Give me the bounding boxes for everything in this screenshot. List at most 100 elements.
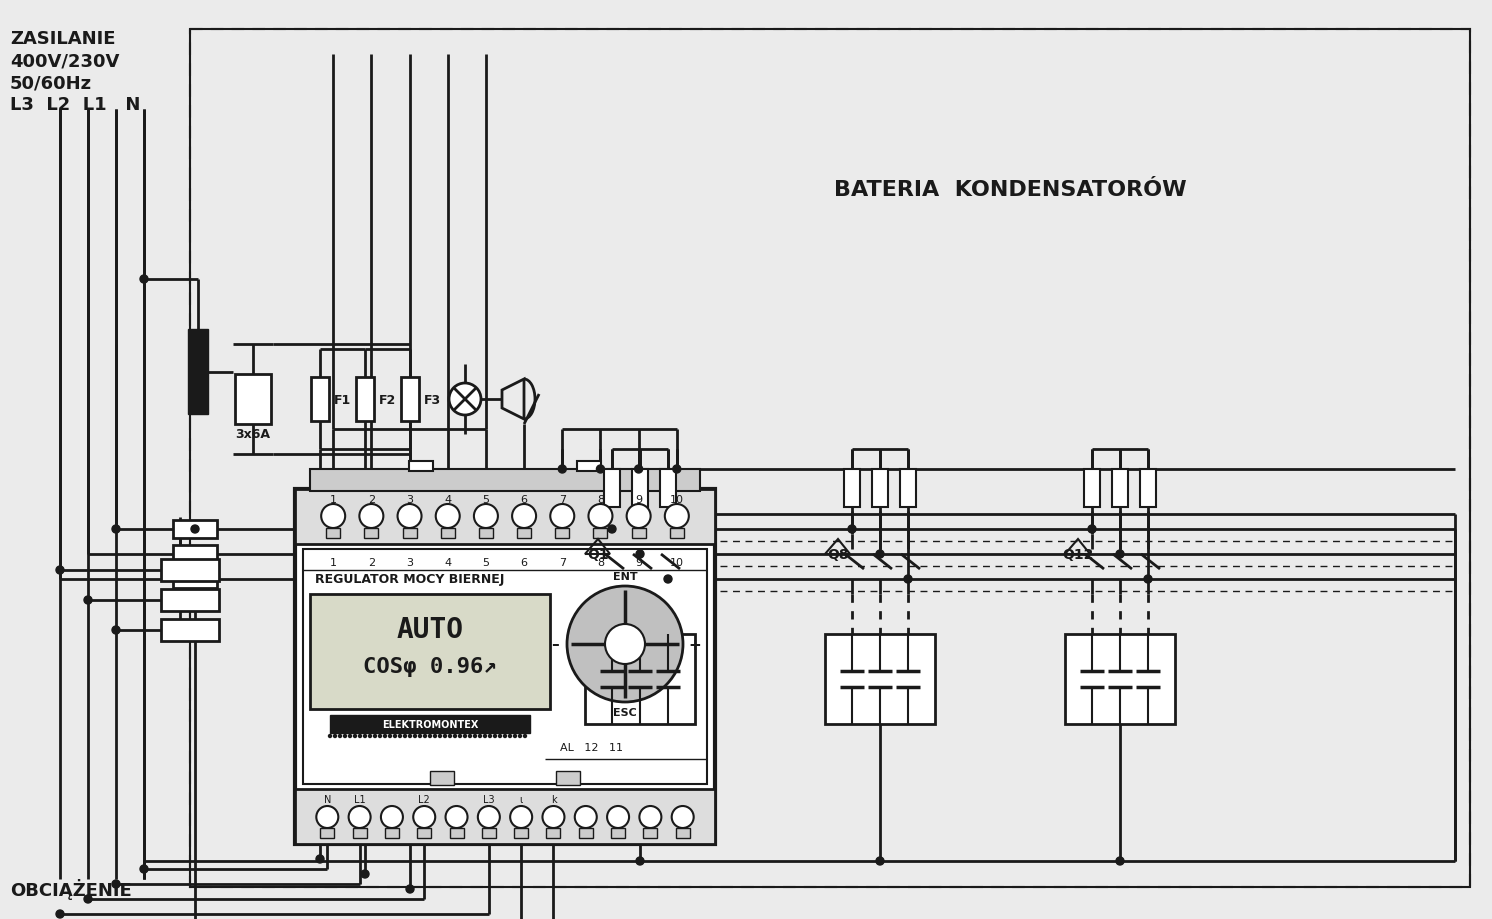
Circle shape xyxy=(439,734,442,738)
Circle shape xyxy=(409,734,412,738)
Circle shape xyxy=(406,885,413,893)
Circle shape xyxy=(364,734,367,738)
Circle shape xyxy=(379,734,382,738)
Text: 6: 6 xyxy=(521,558,528,567)
Circle shape xyxy=(876,550,883,559)
Bar xyxy=(401,378,419,422)
Circle shape xyxy=(140,276,148,284)
Circle shape xyxy=(84,895,93,903)
Circle shape xyxy=(328,734,331,738)
Bar xyxy=(900,470,916,507)
Text: 2: 2 xyxy=(369,494,374,505)
Bar xyxy=(659,470,676,507)
Text: OBCIĄŻENIE: OBCIĄŻENIE xyxy=(10,878,131,899)
Text: 3x6A: 3x6A xyxy=(236,428,270,441)
Circle shape xyxy=(428,734,431,738)
Circle shape xyxy=(84,596,93,605)
Circle shape xyxy=(349,806,370,828)
Bar xyxy=(310,595,551,709)
Circle shape xyxy=(57,566,64,574)
Bar xyxy=(188,330,207,414)
Circle shape xyxy=(449,383,480,415)
Circle shape xyxy=(458,734,461,738)
Circle shape xyxy=(673,466,680,473)
Bar xyxy=(161,619,219,641)
Circle shape xyxy=(339,734,342,738)
Bar xyxy=(546,828,561,838)
Bar xyxy=(330,715,530,733)
Text: Q8: Q8 xyxy=(827,548,849,562)
Bar xyxy=(321,828,334,838)
Text: 7: 7 xyxy=(558,494,565,505)
Text: 4: 4 xyxy=(445,558,451,567)
Circle shape xyxy=(551,505,574,528)
Circle shape xyxy=(664,575,671,584)
Circle shape xyxy=(627,505,651,528)
Bar xyxy=(518,528,531,539)
Text: ESC: ESC xyxy=(613,708,637,717)
Bar xyxy=(1085,470,1100,507)
Circle shape xyxy=(361,870,369,878)
Bar xyxy=(173,545,216,563)
Text: 9: 9 xyxy=(636,494,642,505)
Circle shape xyxy=(316,806,339,828)
Text: 9: 9 xyxy=(636,558,642,567)
Bar xyxy=(594,528,607,539)
Bar xyxy=(357,378,374,422)
Bar xyxy=(1065,634,1176,724)
Circle shape xyxy=(373,734,376,738)
Circle shape xyxy=(483,734,486,738)
Circle shape xyxy=(334,734,337,738)
Text: L3  L2  L1   N: L3 L2 L1 N xyxy=(10,96,140,114)
Circle shape xyxy=(524,734,527,738)
Circle shape xyxy=(358,734,361,738)
Text: L3: L3 xyxy=(483,794,495,804)
Bar xyxy=(385,828,398,838)
Text: COSφ 0.96↗: COSφ 0.96↗ xyxy=(363,656,497,676)
Text: Q1: Q1 xyxy=(588,548,609,562)
Text: 6: 6 xyxy=(521,494,528,505)
Bar xyxy=(173,520,216,539)
Circle shape xyxy=(388,734,391,738)
Bar xyxy=(479,528,492,539)
Circle shape xyxy=(636,857,645,865)
Text: 1: 1 xyxy=(330,494,337,505)
Text: L2: L2 xyxy=(418,794,430,804)
Text: REGULATOR MOCY BIERNEJ: REGULATOR MOCY BIERNEJ xyxy=(315,573,504,586)
Circle shape xyxy=(321,505,345,528)
Circle shape xyxy=(468,734,471,738)
Text: 8: 8 xyxy=(597,558,604,567)
Circle shape xyxy=(847,526,856,533)
Circle shape xyxy=(1144,575,1152,584)
Circle shape xyxy=(112,526,119,533)
Bar xyxy=(418,828,431,838)
Bar xyxy=(612,828,625,838)
Text: AUTO: AUTO xyxy=(397,616,464,643)
Circle shape xyxy=(494,734,497,738)
Circle shape xyxy=(904,575,912,584)
Text: Q12: Q12 xyxy=(1062,548,1094,562)
Text: L1: L1 xyxy=(354,794,366,804)
Text: 5: 5 xyxy=(482,558,489,567)
Circle shape xyxy=(509,734,512,738)
Bar xyxy=(670,528,683,539)
Bar xyxy=(844,470,859,507)
Bar xyxy=(825,634,935,724)
Text: F3: F3 xyxy=(424,393,442,406)
Circle shape xyxy=(558,466,567,473)
Circle shape xyxy=(479,734,482,738)
Bar xyxy=(643,828,658,838)
Text: ENT: ENT xyxy=(613,572,637,582)
Circle shape xyxy=(597,466,604,473)
Circle shape xyxy=(398,734,401,738)
Circle shape xyxy=(140,865,148,873)
Circle shape xyxy=(513,734,516,738)
Circle shape xyxy=(397,505,422,528)
Bar xyxy=(161,589,219,611)
Text: 3: 3 xyxy=(406,494,413,505)
Bar xyxy=(310,470,700,492)
Circle shape xyxy=(474,505,498,528)
Bar xyxy=(364,528,379,539)
Circle shape xyxy=(446,806,467,828)
Text: AL   12   11: AL 12 11 xyxy=(560,743,624,752)
